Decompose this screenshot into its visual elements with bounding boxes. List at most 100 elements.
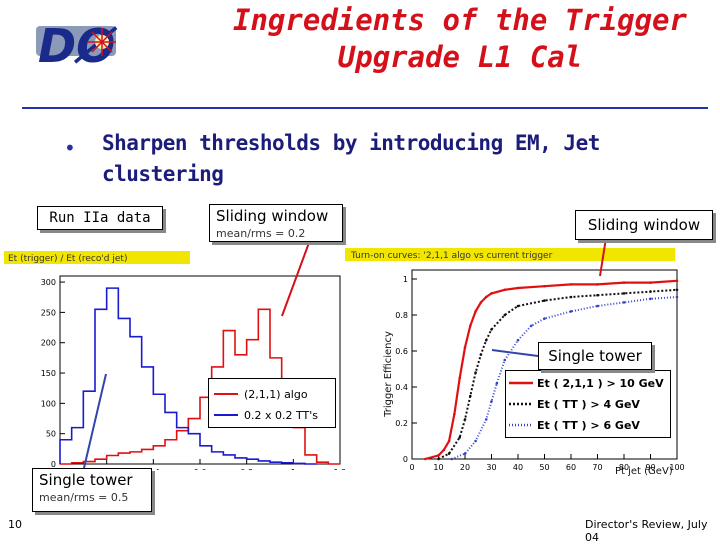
x-tick-label: 80 [619,463,629,472]
eff-xlabel: Pt jet (GeV) [615,466,673,477]
footer-text: Director's Review, July 04 [585,518,708,544]
data-point [447,439,451,443]
y-tick-label: 0.2 [395,419,408,428]
data-point [596,283,599,286]
hist-legend: (2,1,1) algo 0.2 x 0.2 TT's [208,378,336,428]
data-point [596,293,599,297]
x-tick-label: 100 [669,463,684,472]
x-tick-label: 0.6 [194,468,207,470]
hist-title: Et (trigger) / Et (reco'd jet) [8,254,127,264]
eff-title: Turn-on curves: '2,1,1 algo vs current t… [350,251,553,261]
bullet-text: Sharpen thresholds by introducing EM, Je… [102,131,600,186]
data-point [622,301,626,304]
data-point [490,328,493,331]
series-line-0 [424,279,678,461]
title-line-1: Ingredients of the Trigger [233,3,687,37]
data-point [516,338,520,342]
data-point [569,295,573,299]
legend-label-1: (2,1,1) algo [244,388,308,401]
pointer-single1 [491,349,539,357]
data-point [569,283,573,286]
data-point [543,284,546,288]
callout-sliding-window-1: Sliding window mean/rms = 0.2 [209,204,343,242]
data-point [453,412,456,416]
x-tick-label: 50 [539,463,549,472]
callout-run-data: Run IIa data [37,206,163,230]
callout-single-tower-2: Single tower mean/rms = 0.5 [32,468,152,512]
data-point [469,324,472,328]
data-point [495,382,499,385]
data-point [490,400,493,403]
y-tick-label: 0 [403,455,408,464]
legend-eff-1: Et ( 2,1,1 ) > 10 GeV [537,377,664,390]
data-point [437,457,440,461]
x-tick-label: 1 [291,468,296,470]
y-tick-label: 1 [403,275,408,284]
eff-ylabel: Trigger Efficiency [383,331,394,418]
y-tick-label: 50 [46,430,56,439]
callout-single-tower-1: Single tower [538,342,652,370]
x-tick-label: 0.4 [147,468,160,470]
y-tick-label: 250 [41,308,56,317]
x-tick-label: 0 [409,463,414,472]
data-point [503,358,507,362]
histogram-chart: Et (trigger) / Et (reco'd jet) 00.20.40.… [4,251,345,470]
data-point [543,299,546,302]
data-point [474,439,477,443]
bullet-icon: • [64,136,76,160]
data-point [469,394,472,398]
y-tick-label: 0.4 [395,383,408,392]
callout-sublabel: mean/rms = 0.2 [216,227,306,240]
x-tick-label: 40 [513,463,523,472]
pointer-sliding1 [281,239,311,317]
d0-logo: DØ [28,8,148,70]
data-point [484,295,488,299]
data-point [479,353,483,356]
data-point [675,288,679,292]
data-point [484,418,488,421]
eff-title-bar [345,248,675,261]
series-line-1 [59,287,317,465]
data-point [503,313,507,317]
slide-title: Ingredients of the Trigger Upgrade L1 Ca… [200,2,720,76]
x-tick-label: 10 [433,463,443,472]
data-point [596,304,599,308]
data-point [450,457,454,461]
x-tick-label: 1.2 [334,468,345,470]
data-point [458,376,461,380]
y-tick-label: 200 [41,339,56,348]
pointer-single2 [83,373,107,469]
data-point [463,346,467,349]
data-point [447,452,451,455]
y-tick-label: 150 [41,369,56,378]
title-divider [22,107,708,109]
data-point [437,454,440,457]
callout-sublabel: mean/rms = 0.5 [39,491,129,504]
y-tick-label: 0.6 [395,347,408,356]
data-point [474,310,477,313]
data-point [649,290,652,293]
data-point [423,457,427,461]
y-tick-label: 0.8 [395,311,408,320]
legend-eff-2: Et ( TT ) > 4 GeV [537,398,640,411]
data-point [543,317,546,320]
x-tick-label: 60 [566,463,576,472]
legend-eff-3: Et ( TT ) > 6 GeV [537,419,640,432]
pointer-sliding2 [599,237,607,277]
x-tick-label: 70 [592,463,602,472]
title-line-2: Upgrade L1 Cal [337,40,583,74]
data-point [622,281,626,284]
data-point [463,418,467,421]
data-point [458,436,461,439]
callout-label: Single tower [39,471,133,489]
data-point [516,304,520,308]
data-point [484,338,488,342]
x-tick-label: 90 [645,463,655,472]
data-point [442,448,446,452]
data-point [569,310,573,313]
data-point [649,297,652,301]
data-point [516,286,520,290]
data-point [474,371,477,374]
data-point [529,324,533,328]
